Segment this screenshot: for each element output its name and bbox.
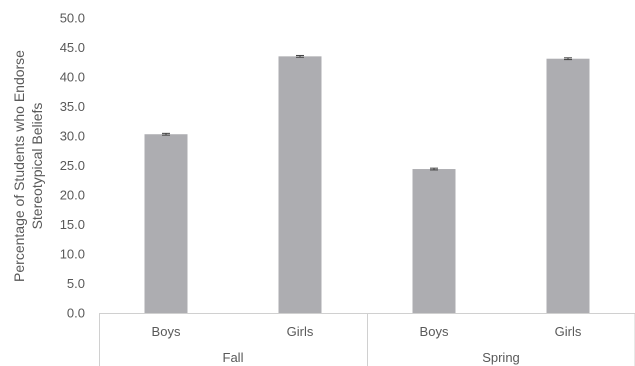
category-label: Boys <box>420 324 449 339</box>
bar <box>546 58 590 314</box>
group-label: Spring <box>482 350 520 365</box>
bars <box>144 54 590 314</box>
y-tick-label: 0.0 <box>67 306 85 321</box>
y-axis-title-line-1: Percentage of Students who Endorse <box>11 50 27 282</box>
y-tick-label: 35.0 <box>60 99 85 114</box>
y-tick-label: 25.0 <box>60 158 85 173</box>
y-tick-label: 20.0 <box>60 188 85 203</box>
category-label: Boys <box>152 324 181 339</box>
y-tick-label: 10.0 <box>60 247 85 262</box>
y-tick-label: 15.0 <box>60 217 85 232</box>
bar <box>412 169 456 313</box>
y-tick-label: 50.0 <box>60 11 85 26</box>
y-tick-label: 45.0 <box>60 40 85 55</box>
bar <box>278 56 322 313</box>
category-label: Girls <box>555 324 582 339</box>
y-axis-title: Percentage of Students who Endorse Stere… <box>11 50 45 282</box>
y-axis-title-line-2: Stereotypical Beliefs <box>29 103 45 230</box>
category-label: Girls <box>287 324 314 339</box>
bar <box>144 134 188 313</box>
axes <box>99 313 635 366</box>
y-tick-label: 40.0 <box>60 70 85 85</box>
y-tick-label: 5.0 <box>67 276 85 291</box>
group-label: Fall <box>223 350 244 365</box>
x-axis-labels: Boys Girls Fall Boys Girls Spring <box>152 324 582 365</box>
y-tick-label: 30.0 <box>60 129 85 144</box>
y-axis-ticks: 0.0 5.0 10.0 15.0 20.0 25.0 30.0 35.0 40.0 45.0 50… <box>60 11 85 321</box>
